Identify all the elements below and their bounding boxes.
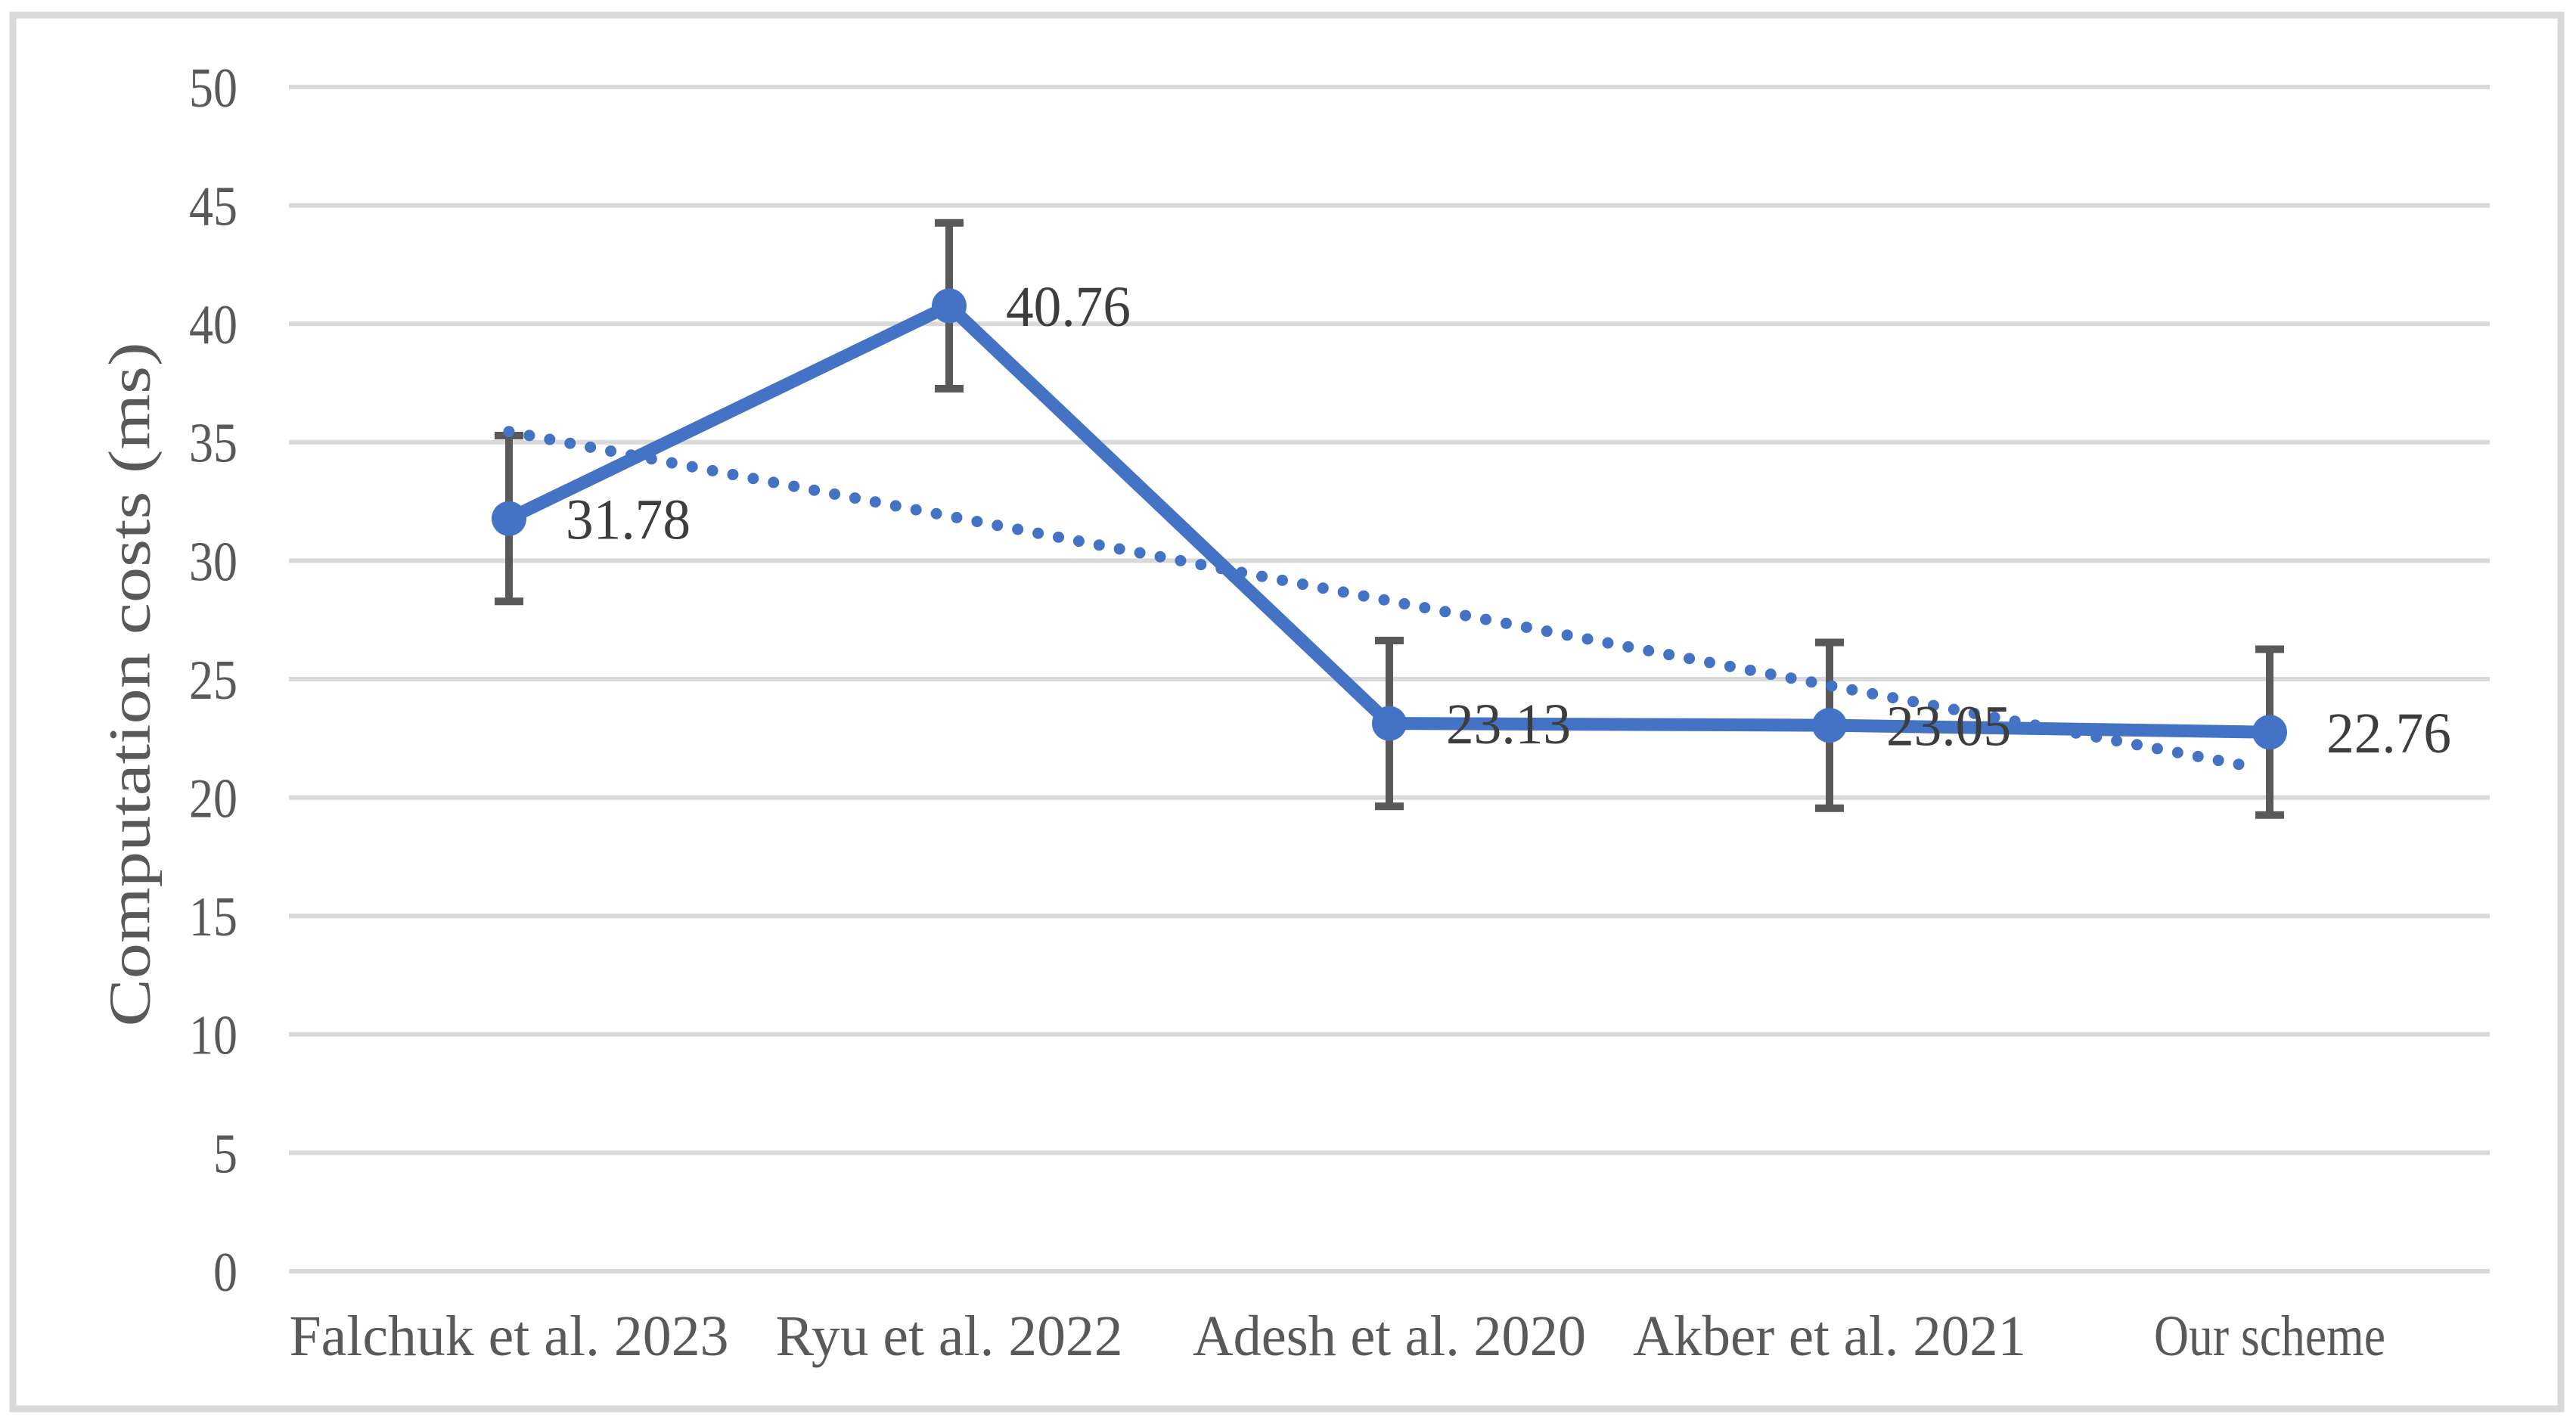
data-label: 22.76 <box>2326 702 2451 765</box>
y-axis-title: Computation costs (ms) <box>96 342 162 1026</box>
y-tick-label: 0 <box>213 1242 237 1304</box>
category-label: Akber et al. 2021 <box>1633 1304 2026 1368</box>
data-label: 23.05 <box>1886 695 2011 758</box>
y-tick-label: 25 <box>189 650 237 712</box>
data-point-marker <box>2252 715 2287 750</box>
y-tick-label: 20 <box>189 768 237 830</box>
data-point-marker <box>492 501 526 536</box>
y-tick-label: 15 <box>189 886 237 948</box>
y-tick-label: 50 <box>189 57 237 119</box>
data-label: 40.76 <box>1006 275 1131 339</box>
category-label: Falchuk et al. 2023 <box>290 1304 729 1368</box>
y-tick-label: 10 <box>189 1005 237 1067</box>
category-label: Ryu et al. 2022 <box>776 1304 1123 1368</box>
data-label: 31.78 <box>566 488 691 551</box>
data-point-marker <box>932 288 967 324</box>
y-tick-label: 5 <box>213 1123 237 1185</box>
category-label: Adesh et al. 2020 <box>1193 1304 1586 1368</box>
trendline-dotted <box>503 426 2262 774</box>
y-tick-label: 40 <box>189 294 237 356</box>
data-point-marker <box>1372 706 1407 741</box>
y-tick-label: 45 <box>189 176 237 238</box>
category-label: Our scheme <box>2154 1304 2385 1368</box>
data-point-marker <box>1812 708 1847 743</box>
y-tick-label: 30 <box>189 531 237 593</box>
y-tick-label: 35 <box>189 413 237 475</box>
data-label: 23.13 <box>1446 693 1571 756</box>
chart-border <box>9 11 2565 1413</box>
